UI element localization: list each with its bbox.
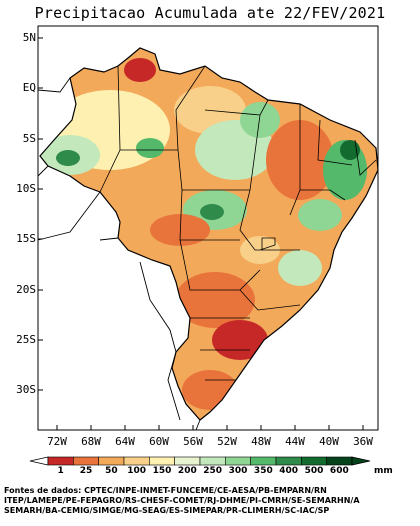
lat-tick: 15S — [16, 232, 36, 245]
credits-line: Fontes de dados: CPTEC/INPE-INMET-FUNCEM… — [4, 486, 327, 495]
legend-labels: 1 25 50 100 150 200 250 300 350 400 500 600 — [0, 466, 420, 478]
legend-label: 250 — [203, 466, 223, 476]
lon-tick: 72W — [47, 435, 67, 448]
credits-line: ITEP/LAMEPE/PE-FEPAGRO/RS-CHESF-COMET/RJ… — [4, 496, 360, 505]
lon-tick: 48W — [251, 435, 271, 448]
neighbor-boundaries — [37, 77, 201, 431]
legend-label: 500 — [304, 466, 324, 476]
lon-tick: 56W — [183, 435, 203, 448]
legend-label: 50 — [105, 466, 118, 476]
legend-swatch — [149, 456, 175, 466]
legend-swatch — [275, 456, 302, 466]
lon-tick: 36W — [353, 435, 373, 448]
legend-label: 100 — [127, 466, 147, 476]
lat-tick: 25S — [16, 333, 36, 346]
lat-tick: 5S — [22, 132, 36, 145]
legend-unit: mm — [374, 466, 393, 476]
legend-label: 25 — [79, 466, 93, 476]
legend-swatch — [47, 456, 74, 466]
legend-label: 350 — [253, 466, 273, 476]
lon-tick: 64W — [115, 435, 135, 448]
lon-tick: 52W — [217, 435, 237, 448]
legend-arrow-left — [29, 456, 49, 466]
credits-line: SEMARH/BA-CEMIG/SIMGE/MG-SEAG/ES-SIMEPAR… — [4, 506, 330, 515]
lat-tick: 5N — [22, 31, 36, 44]
lon-tick: 44W — [285, 435, 305, 448]
legend-swatch — [225, 456, 251, 466]
brazil-outline — [39, 47, 379, 421]
legend-swatch — [123, 456, 150, 466]
map-title: Precipitacao Acumulada ate 22/FEV/2021 — [34, 4, 386, 22]
data-sources-credits: Fontes de dados: CPTEC/INPE-INMET-FUNCEM… — [4, 486, 418, 516]
lon-tick: 68W — [81, 435, 101, 448]
legend-label: 1 — [57, 466, 64, 476]
legend-swatch — [199, 456, 226, 466]
legend-label: 200 — [177, 466, 197, 476]
legend-swatch — [250, 456, 277, 466]
legend-swatch — [98, 456, 125, 466]
axis-ticks — [38, 37, 364, 430]
legend-label: 150 — [152, 466, 172, 476]
legend-label: 300 — [228, 466, 248, 476]
legend-swatch — [73, 456, 99, 466]
legend-label: 600 — [329, 466, 349, 476]
lon-tick: 40W — [319, 435, 339, 448]
legend-swatch — [301, 456, 327, 466]
legend-colorbar — [29, 456, 371, 466]
lat-tick: 30S — [16, 383, 36, 396]
legend-swatch — [326, 456, 353, 466]
lat-tick: 10S — [16, 182, 36, 195]
lat-tick: 20S — [16, 283, 36, 296]
state-boundaries — [99, 65, 377, 381]
legend-swatch — [174, 456, 201, 466]
lon-tick: 60W — [149, 435, 169, 448]
legend-label: 400 — [279, 466, 299, 476]
legend-arrow-right — [351, 456, 371, 466]
lat-tick: EQ — [22, 81, 36, 94]
